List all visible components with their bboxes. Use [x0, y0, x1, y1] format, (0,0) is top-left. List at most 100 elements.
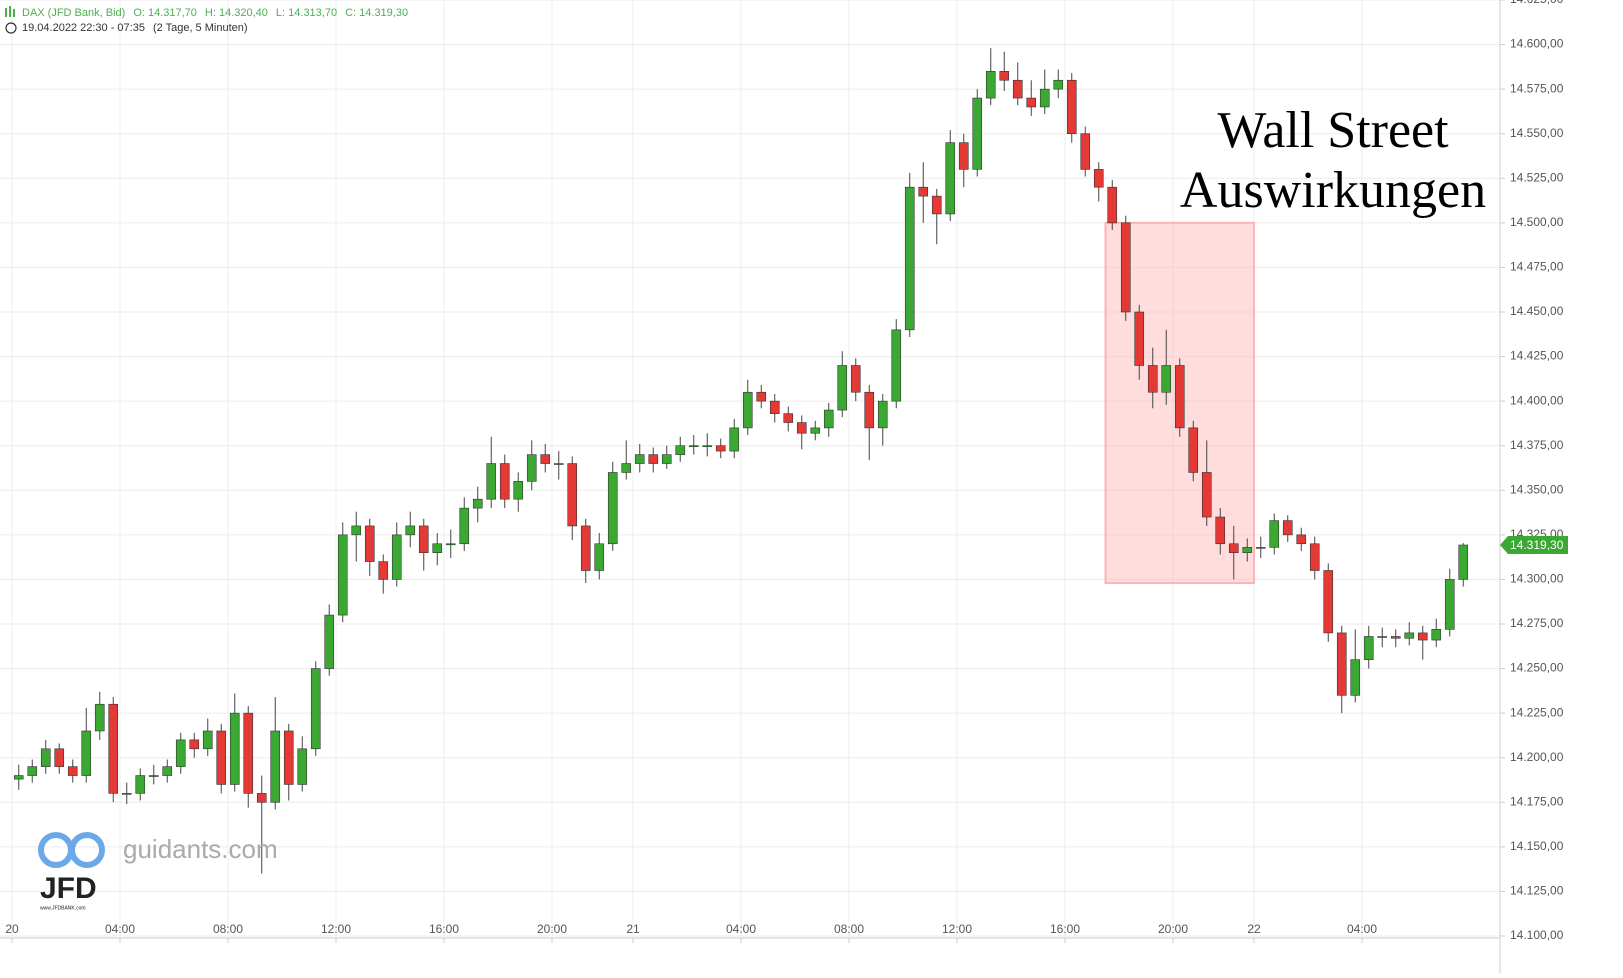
- last-price-label: 14.319,30: [1510, 538, 1564, 552]
- candle-body: [1323, 570, 1334, 634]
- candle-body: [351, 525, 362, 536]
- header-line: DAX (JFD Bank, Bid) O: 14.317,70 H: 14.320…: [22, 7, 408, 19]
- candle-body: [1147, 365, 1158, 393]
- candle: [229, 693, 240, 792]
- candle-body: [256, 793, 267, 803]
- candle-body: [742, 391, 753, 429]
- candle: [108, 697, 119, 803]
- y-tick-label: 14.375,00: [1510, 438, 1564, 452]
- candle-body: [931, 195, 942, 215]
- y-tick-label: 14.200,00: [1510, 750, 1564, 764]
- candle-body: [702, 445, 713, 448]
- candle-body: [1390, 636, 1401, 639]
- y-tick-label: 14.250,00: [1510, 661, 1564, 675]
- candle-body: [229, 712, 240, 785]
- candle: [1080, 126, 1091, 177]
- candle: [1458, 543, 1469, 587]
- candle-body: [1417, 632, 1428, 641]
- candle-body: [148, 775, 159, 777]
- candle: [1377, 627, 1388, 648]
- candle-body: [243, 712, 254, 794]
- candle: [1188, 420, 1199, 482]
- annotation: Auswirkungen: [1180, 162, 1486, 219]
- candle: [1201, 440, 1212, 526]
- candle: [810, 420, 821, 441]
- candle: [1147, 347, 1158, 409]
- candle-body: [891, 329, 902, 402]
- candle: [94, 691, 105, 740]
- candle: [1066, 73, 1077, 143]
- candle-body: [823, 409, 834, 429]
- candle: [13, 764, 24, 790]
- candle-body: [1431, 629, 1442, 641]
- candle-body: [1242, 547, 1253, 553]
- candle: [1012, 62, 1023, 106]
- candle: [864, 385, 875, 460]
- x-tick-label: 12:00: [321, 922, 351, 936]
- header-range: 19.04.2022 22:30 - 07:35: [22, 22, 145, 34]
- candle: [580, 518, 591, 583]
- candle-body: [216, 730, 227, 785]
- candle: [1174, 358, 1185, 437]
- candle: [1363, 625, 1374, 669]
- candle-body: [1039, 88, 1050, 108]
- candle: [1120, 215, 1131, 321]
- candle-body: [445, 543, 456, 546]
- candle: [1444, 568, 1455, 637]
- logo-url: www.JFDBANK.com: [40, 905, 86, 911]
- candle: [1242, 538, 1253, 562]
- y-tick-label: 14.275,00: [1510, 616, 1564, 630]
- candle: [135, 768, 146, 801]
- candle: [67, 759, 78, 783]
- candle-body: [1336, 632, 1347, 696]
- candle: [1134, 304, 1145, 380]
- candle-body: [27, 766, 38, 776]
- y-tick-label: 14.150,00: [1510, 839, 1564, 853]
- candle: [337, 522, 348, 623]
- x-tick-label: 22: [1247, 922, 1261, 936]
- candle: [459, 497, 470, 551]
- candle-body: [94, 703, 105, 732]
- candle: [1255, 536, 1266, 559]
- candle: [999, 51, 1010, 91]
- candle-body: [688, 445, 699, 448]
- candle-body: [1012, 79, 1023, 99]
- candle-body: [1269, 520, 1280, 548]
- x-tick-label: 04:00: [105, 922, 135, 936]
- candle-body: [1228, 543, 1239, 553]
- header-icon: [5, 6, 15, 17]
- candle: [1390, 629, 1401, 648]
- candle: [1336, 625, 1347, 714]
- x-tick-label: 12:00: [942, 922, 972, 936]
- candle-body: [634, 454, 645, 464]
- candle: [891, 319, 902, 409]
- candle: [1026, 80, 1037, 116]
- candle-body: [945, 142, 956, 215]
- candle-body: [432, 543, 443, 553]
- candle: [216, 723, 227, 794]
- candle-body: [1161, 365, 1172, 393]
- candle: [351, 511, 362, 562]
- candle: [418, 518, 429, 571]
- y-tick-label: 14.125,00: [1510, 884, 1564, 898]
- candle: [715, 438, 726, 459]
- candle: [297, 736, 308, 792]
- candle-body: [1107, 186, 1118, 224]
- candle: [1161, 329, 1172, 405]
- logo-brand: guidants.com: [123, 834, 278, 864]
- candle-body: [391, 534, 402, 580]
- x-tick-label: 21: [626, 922, 640, 936]
- candle: [607, 461, 618, 551]
- candle: [688, 435, 699, 455]
- x-tick-label: 20:00: [1158, 922, 1188, 936]
- y-tick-label: 14.625,00: [1510, 0, 1564, 6]
- x-tick-label: 20:00: [537, 922, 567, 936]
- header-low: L: 14.313,70: [276, 7, 337, 19]
- candle-body: [486, 463, 497, 500]
- candle-body: [648, 454, 659, 464]
- candle-body: [877, 400, 888, 429]
- candle-body: [1215, 516, 1226, 545]
- candle: [540, 443, 551, 473]
- candle: [1431, 618, 1442, 648]
